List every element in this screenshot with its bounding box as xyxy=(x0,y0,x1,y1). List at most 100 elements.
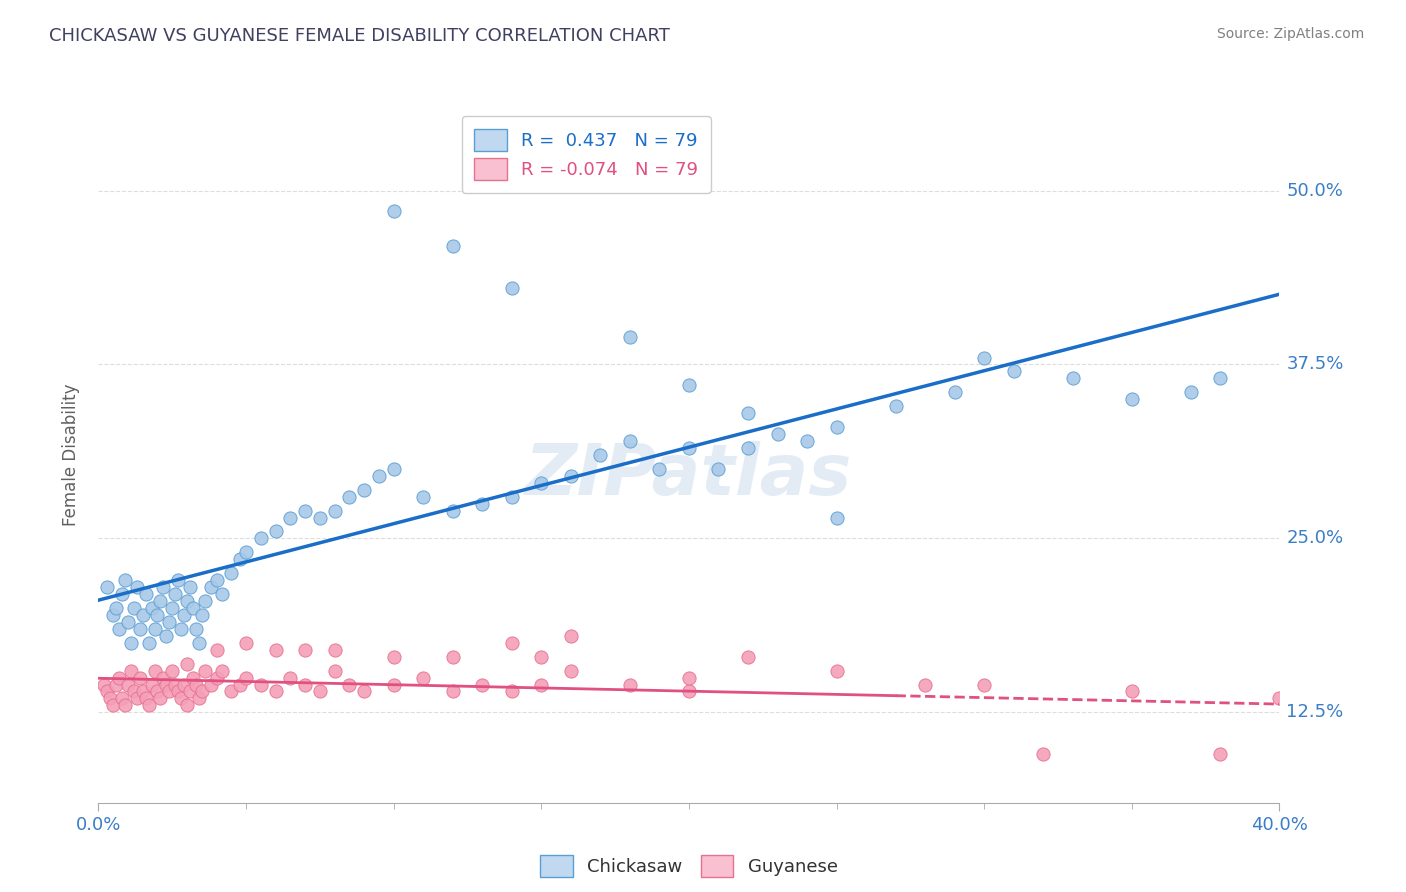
Point xyxy=(149,594,172,608)
Point xyxy=(205,642,228,657)
Point xyxy=(187,636,209,650)
Point xyxy=(264,642,287,657)
Point xyxy=(648,462,671,476)
Point xyxy=(678,441,700,455)
Point xyxy=(194,594,217,608)
Point xyxy=(120,636,142,650)
Point xyxy=(105,601,128,615)
Point xyxy=(278,510,302,524)
Point xyxy=(165,587,187,601)
Point xyxy=(250,532,273,546)
Point xyxy=(560,468,582,483)
Point xyxy=(98,691,121,706)
Point xyxy=(323,664,346,678)
Point xyxy=(141,677,163,691)
Point xyxy=(1121,392,1143,407)
Point xyxy=(560,664,582,678)
Point xyxy=(337,490,360,504)
Point xyxy=(96,684,118,698)
Point xyxy=(382,649,405,664)
Point xyxy=(1209,371,1232,385)
Point xyxy=(138,698,160,713)
Point xyxy=(96,580,118,594)
Point xyxy=(1062,371,1084,385)
Point xyxy=(619,677,641,691)
Point xyxy=(125,691,148,706)
Point xyxy=(179,684,201,698)
Point xyxy=(264,524,287,539)
Point xyxy=(501,490,523,504)
Point xyxy=(152,671,174,685)
Point xyxy=(530,677,553,691)
Point xyxy=(501,281,523,295)
Point xyxy=(117,677,139,691)
Point xyxy=(205,671,228,685)
Point xyxy=(176,698,198,713)
Point xyxy=(132,684,155,698)
Point xyxy=(973,677,995,691)
Point xyxy=(187,691,209,706)
Point xyxy=(191,607,214,622)
Point xyxy=(1180,385,1202,400)
Point xyxy=(219,684,242,698)
Point xyxy=(501,636,523,650)
Point xyxy=(796,434,818,448)
Point xyxy=(678,684,700,698)
Point xyxy=(294,642,316,657)
Point xyxy=(179,580,201,594)
Point xyxy=(235,671,257,685)
Point xyxy=(235,636,257,650)
Point xyxy=(825,420,848,434)
Point xyxy=(737,649,759,664)
Point xyxy=(157,684,180,698)
Point xyxy=(441,503,464,517)
Point xyxy=(167,684,190,698)
Point xyxy=(825,510,848,524)
Point xyxy=(141,601,163,615)
Point xyxy=(884,399,907,413)
Point xyxy=(471,497,494,511)
Point xyxy=(170,622,193,636)
Point xyxy=(560,629,582,643)
Point xyxy=(353,483,375,497)
Point xyxy=(135,691,157,706)
Point xyxy=(943,385,966,400)
Point xyxy=(103,698,125,713)
Point xyxy=(278,671,302,685)
Text: 50.0%: 50.0% xyxy=(1286,182,1343,200)
Point xyxy=(353,684,375,698)
Point xyxy=(766,427,789,442)
Point xyxy=(323,642,346,657)
Point xyxy=(194,664,217,678)
Point xyxy=(501,684,523,698)
Point xyxy=(235,545,257,559)
Point xyxy=(229,677,252,691)
Text: 12.5%: 12.5% xyxy=(1286,704,1344,722)
Text: CHICKASAW VS GUYANESE FEMALE DISABILITY CORRELATION CHART: CHICKASAW VS GUYANESE FEMALE DISABILITY … xyxy=(49,27,671,45)
Point xyxy=(589,448,612,462)
Text: Source: ZipAtlas.com: Source: ZipAtlas.com xyxy=(1216,27,1364,41)
Point xyxy=(382,462,405,476)
Point xyxy=(825,664,848,678)
Point xyxy=(211,664,233,678)
Point xyxy=(173,607,195,622)
Point xyxy=(138,636,160,650)
Point xyxy=(441,684,464,698)
Point xyxy=(309,684,332,698)
Y-axis label: Female Disability: Female Disability xyxy=(62,384,80,526)
Point xyxy=(1121,684,1143,698)
Point xyxy=(250,677,273,691)
Point xyxy=(200,580,222,594)
Point xyxy=(181,671,204,685)
Point xyxy=(412,671,434,685)
Point xyxy=(973,351,995,365)
Point xyxy=(165,677,187,691)
Point xyxy=(162,601,183,615)
Point xyxy=(155,677,177,691)
Point xyxy=(108,671,131,685)
Point xyxy=(111,587,134,601)
Point xyxy=(530,649,553,664)
Point xyxy=(441,239,464,253)
Point xyxy=(914,677,936,691)
Point xyxy=(157,615,180,629)
